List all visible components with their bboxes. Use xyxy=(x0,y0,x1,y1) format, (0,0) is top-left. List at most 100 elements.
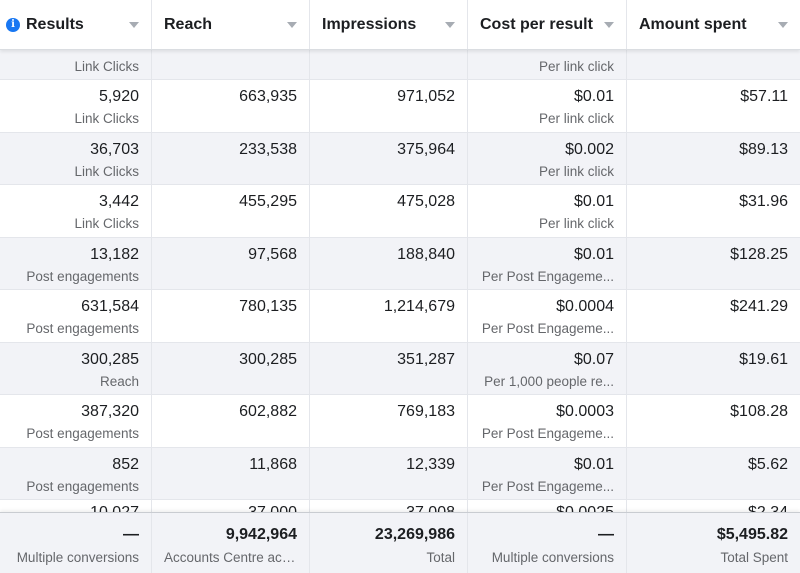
impressions-value: 375,964 xyxy=(397,140,455,158)
table-row[interactable]: 36,703 Link Clicks 233,538 375,964 $0.002… xyxy=(0,132,800,185)
chevron-down-icon[interactable] xyxy=(287,21,297,28)
reach-value: 602,882 xyxy=(239,403,297,420)
table-row[interactable]: 852 Post engagements 11,868 12,339 $0.01 P… xyxy=(0,447,800,500)
total-reach-cell: 9,942,964 Accounts Centre acc... xyxy=(152,513,310,573)
impressions-cell: 351,287 xyxy=(310,342,468,394)
cost-value: $0.0003 xyxy=(556,403,614,420)
cost-type: Per Post Engageme... xyxy=(481,478,614,494)
results-type: Link Clicks xyxy=(74,163,139,179)
spent-value: $5.62 xyxy=(747,455,788,473)
spent-cell xyxy=(627,50,800,79)
spent-cell: $108.28 xyxy=(627,395,800,447)
results-value: 852 xyxy=(112,455,139,473)
column-header-reach[interactable]: Reach xyxy=(152,0,310,49)
reach-value: 233,538 xyxy=(239,140,297,158)
results-type: Post engagements xyxy=(26,321,139,336)
results-cell: 5,920 Link Clicks xyxy=(0,80,152,132)
cost-type: Per 1,000 people re... xyxy=(484,373,614,389)
impressions-cell: 769,183 xyxy=(310,395,468,447)
spent-cell: $5.62 xyxy=(627,448,800,500)
column-header-label: Results xyxy=(26,15,84,33)
reach-cell: 233,538 xyxy=(152,132,310,184)
cost-value: $0.01 xyxy=(573,455,614,473)
table-row[interactable]: 5,920 Link Clicks 663,935 971,052 $0.01 Pe… xyxy=(0,80,800,133)
totals-row: — Multiple conversions 9,942,964 Accounts … xyxy=(0,512,800,573)
total-results-cell: — Multiple conversions xyxy=(0,513,152,573)
column-header-impressions[interactable]: Impressions xyxy=(310,0,468,49)
table-row[interactable]: 13,182 Post engagements 97,568 188,840 $0… xyxy=(0,237,800,290)
table-row[interactable]: 631,584 Post engagements 780,135 1,214,67… xyxy=(0,290,800,343)
reach-cell: 300,285 xyxy=(152,342,310,394)
reach-value: 97,568 xyxy=(248,245,297,263)
cost-cell: $0.01 Per Post Engageme... xyxy=(468,447,627,499)
cost-cell: $0.002 Per link click xyxy=(468,132,627,184)
reach-value: 663,935 xyxy=(239,88,297,105)
impressions-value: 769,183 xyxy=(397,403,455,420)
results-value: 3,442 xyxy=(98,193,139,210)
cost-value: $0.01 xyxy=(573,245,614,263)
results-cell: 387,320 Post engagements xyxy=(0,395,152,447)
column-header-results[interactable]: i Results xyxy=(0,0,152,49)
cost-type: Per link click xyxy=(538,163,614,179)
reach-value: 300,285 xyxy=(239,350,297,368)
results-value: 5,920 xyxy=(98,88,139,105)
results-cell: 36,703 Link Clicks xyxy=(0,132,152,184)
total-spent-cell: $5,495.82 Total Spent xyxy=(627,513,800,573)
impressions-cell: 1,214,679 xyxy=(310,290,468,342)
results-type: Link Clicks xyxy=(74,111,139,126)
total-impressions-cell: 23,269,986 Total xyxy=(310,513,468,573)
column-header-amount-spent[interactable]: Amount spent xyxy=(627,0,800,49)
impressions-cell: 475,028 xyxy=(310,185,468,237)
total-reach-label: Accounts Centre acc... xyxy=(164,550,297,565)
spent-value: $89.13 xyxy=(739,140,788,158)
table-row[interactable]: 387,320 Post engagements 602,882 769,183 … xyxy=(0,395,800,448)
cost-type: Per Post Engageme... xyxy=(481,321,614,336)
table-header: i Results Reach Impressions Cost per res… xyxy=(0,0,800,50)
table-row-partial[interactable]: Link Clicks Per link click xyxy=(0,50,800,80)
results-type: Link Clicks xyxy=(74,216,139,231)
spent-cell: $19.61 xyxy=(627,343,800,395)
reach-cell: 455,295 xyxy=(152,185,310,237)
column-header-label: Amount spent xyxy=(639,15,747,33)
impressions-value: 1,214,679 xyxy=(383,298,455,315)
results-type: Post engagements xyxy=(26,426,139,441)
results-cell: 631,584 Post engagements xyxy=(0,290,152,342)
results-value: 631,584 xyxy=(81,298,139,315)
column-header-cost-per-result[interactable]: Cost per result xyxy=(468,0,627,49)
chevron-down-icon[interactable] xyxy=(604,21,614,28)
results-type: Post engagements xyxy=(26,478,139,494)
reach-cell: 97,568 xyxy=(152,237,310,289)
reach-cell: 780,135 xyxy=(152,290,310,342)
spent-cell: $128.25 xyxy=(627,238,800,290)
cost-value: $0.07 xyxy=(573,350,614,368)
impressions-cell: 12,339 xyxy=(310,447,468,499)
results-type: Link Clicks xyxy=(74,59,139,74)
spent-value: $19.61 xyxy=(739,350,788,368)
info-icon[interactable]: i xyxy=(6,17,20,32)
cost-cell: Per link click xyxy=(468,50,627,79)
cost-value: $0.002 xyxy=(565,140,614,158)
results-cell: 300,285 Reach xyxy=(0,342,152,394)
table-row[interactable]: 3,442 Link Clicks 455,295 475,028 $0.01 Pe… xyxy=(0,185,800,238)
cost-value: $0.0004 xyxy=(556,298,614,315)
cost-cell: $0.01 Per link click xyxy=(468,185,627,237)
total-results-value: — xyxy=(123,526,139,543)
chevron-down-icon[interactable] xyxy=(445,21,455,28)
chevron-down-icon[interactable] xyxy=(129,21,139,28)
impressions-value: 971,052 xyxy=(397,88,455,105)
spent-cell: $241.29 xyxy=(627,290,800,342)
impressions-value: 351,287 xyxy=(397,350,455,368)
cost-type: Per link click xyxy=(538,59,614,74)
impressions-cell: 188,840 xyxy=(310,237,468,289)
cost-type: Per link click xyxy=(538,216,614,231)
table-row[interactable]: 300,285 Reach 300,285 351,287 $0.07 Per 1,… xyxy=(0,342,800,395)
cost-type: Per Post Engageme... xyxy=(481,268,614,284)
total-impressions-label: Total xyxy=(426,550,455,565)
impressions-cell: 375,964 xyxy=(310,132,468,184)
reach-cell: 663,935 xyxy=(152,80,310,132)
chevron-down-icon[interactable] xyxy=(778,21,788,28)
results-cell: 3,442 Link Clicks xyxy=(0,185,152,237)
reach-value: 11,868 xyxy=(249,455,297,473)
column-header-label: Cost per result xyxy=(480,15,593,33)
